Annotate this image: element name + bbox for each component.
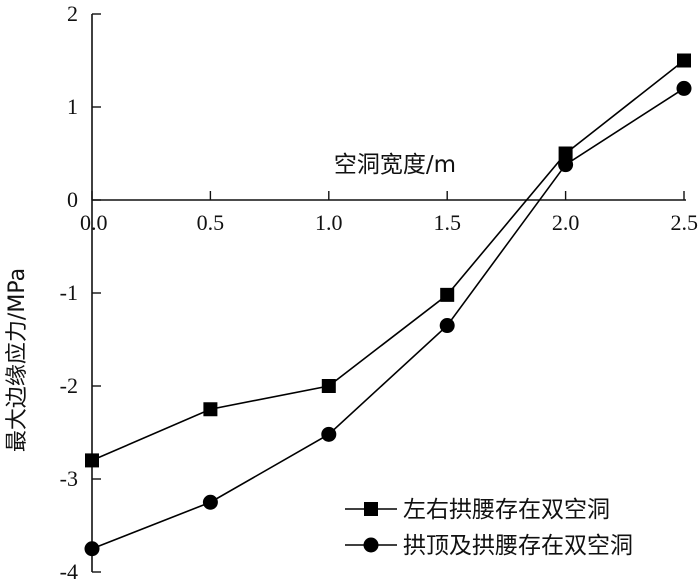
legend-label: 拱顶及拱腰存在双空洞 — [403, 533, 633, 559]
data-point-square — [85, 453, 99, 468]
data-point-circle — [558, 157, 574, 173]
y-tick-label: -1 — [60, 280, 78, 305]
legend-marker-square — [364, 502, 378, 516]
data-point-square — [203, 402, 218, 417]
axes — [91, 14, 686, 572]
data-point-circle — [84, 541, 100, 557]
y-tick-label: -4 — [60, 559, 78, 579]
y-tick-label: -3 — [60, 466, 78, 491]
series-markers — [84, 53, 692, 557]
data-point-square — [440, 287, 455, 302]
series-lines — [91, 59, 685, 550]
data-point-circle — [321, 426, 337, 442]
legend-marker-circle — [363, 537, 379, 553]
y-axis-label: 最大边缘应力/MPa — [5, 268, 30, 452]
legend-label: 左右拱腰存在双空洞 — [403, 497, 610, 523]
x-tick-label: 0.0 — [80, 210, 108, 235]
y-tick-label: 2 — [67, 1, 78, 26]
y-tick-label: 1 — [67, 94, 78, 119]
data-point-circle — [439, 318, 455, 334]
data-point-circle — [676, 80, 692, 96]
x-tick-label: 2.0 — [552, 210, 580, 235]
ticks: 2 1 0 -1 -2 -3 -4 0.0 0.5 1.0 1.5 2.0 2.5 — [60, 1, 698, 579]
series-line-1 — [91, 59, 685, 462]
y-tick-label: -2 — [60, 373, 78, 398]
x-tick-label: 0.5 — [197, 210, 225, 235]
x-tick-label: 1.0 — [315, 210, 343, 235]
x-axis-label: 空洞宽度/m — [334, 152, 456, 178]
data-point-square — [677, 53, 691, 68]
x-tick-label: 2.5 — [671, 210, 699, 235]
y-tick-label: 0 — [67, 187, 78, 212]
x-tick-label: 1.5 — [433, 210, 461, 235]
data-point-square — [558, 146, 573, 161]
series-line-2 — [91, 87, 685, 550]
data-point-circle — [202, 494, 218, 510]
data-point-square — [321, 379, 336, 393]
